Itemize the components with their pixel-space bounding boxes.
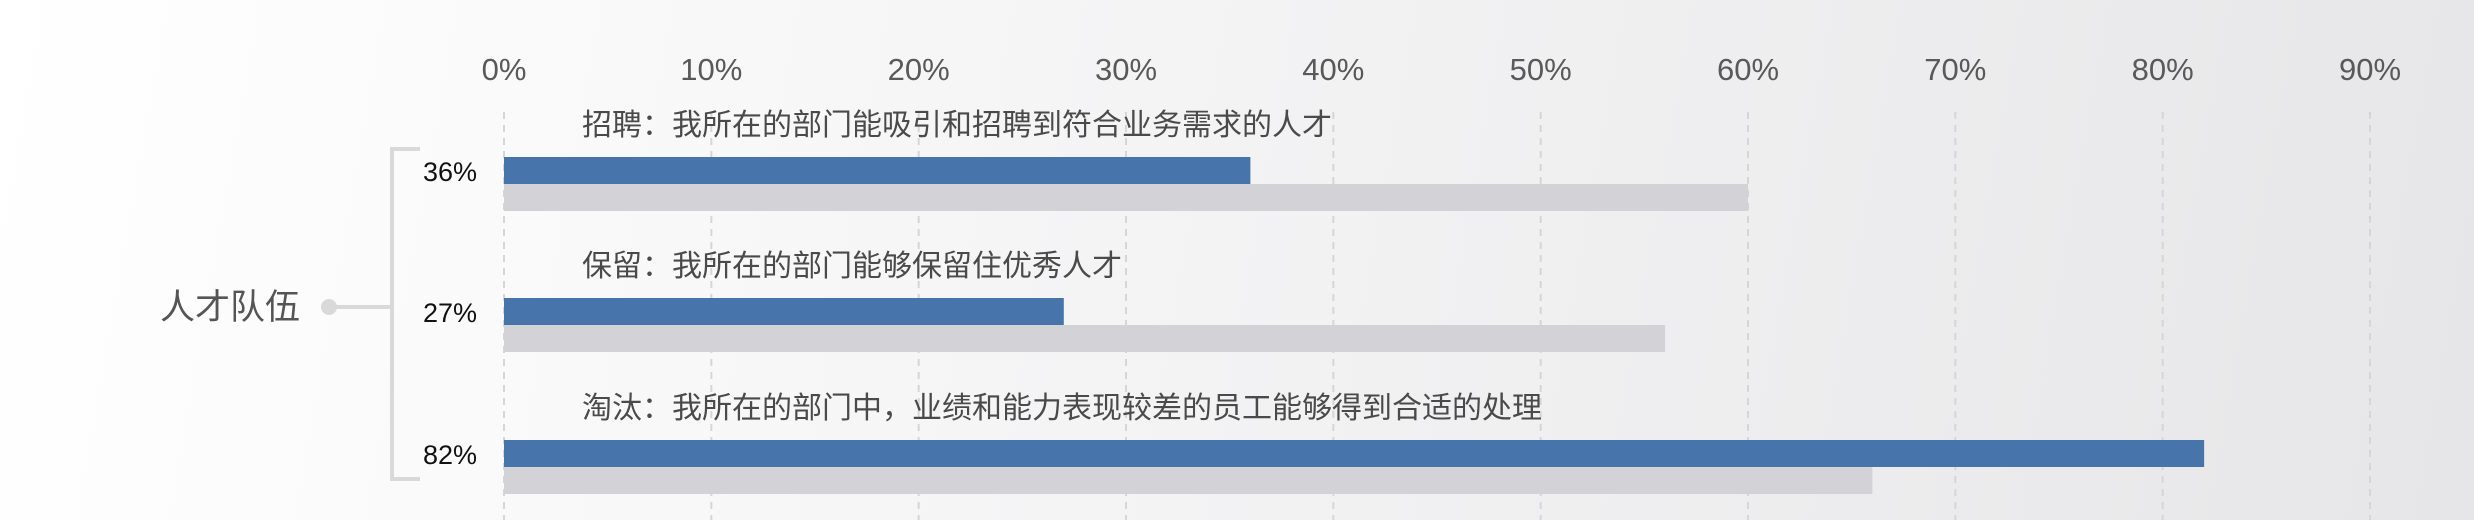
labels: 招聘：我所在的部门能吸引和招聘到符合业务需求的人才 36% 保留：我所在的部门能够保…	[423, 108, 1542, 470]
value-label: 82%	[423, 440, 477, 470]
x-tick-label: 20%	[888, 52, 950, 87]
x-tick-label: 40%	[1302, 52, 1364, 87]
bracket-line	[330, 147, 420, 481]
bracket-dot	[321, 299, 337, 315]
x-tick-label: 50%	[1510, 52, 1572, 87]
x-axis-ticks: 0% 10% 20% 30% 40% 50% 60% 70% 80% 90%	[482, 52, 2401, 87]
x-tick-label: 90%	[2339, 52, 2401, 87]
bar-secondary	[504, 184, 1748, 211]
group-label: 人才队伍	[160, 288, 300, 328]
x-tick-label: 30%	[1095, 52, 1157, 87]
bar-secondary	[504, 325, 1666, 352]
x-tick-label: 70%	[1924, 52, 1986, 87]
category-label: 招聘：我所在的部门能吸引和招聘到符合业务需求的人才	[582, 108, 1332, 143]
x-tick-label: 10%	[680, 52, 742, 87]
x-tick-label: 80%	[2132, 52, 2194, 87]
bar-primary	[504, 157, 1251, 184]
category-label: 淘汰：我所在的部门中，业绩和能力表现较差的员工能够得到合适的处理	[582, 391, 1542, 426]
bar-secondary	[504, 467, 1873, 494]
group-bracket: 人才队伍	[160, 147, 420, 481]
bar-primary	[504, 298, 1064, 325]
value-label: 36%	[423, 157, 477, 187]
value-label: 27%	[423, 298, 477, 328]
bars	[504, 157, 2205, 494]
bar-primary	[504, 440, 2205, 467]
x-tick-label: 0%	[482, 52, 527, 87]
category-label: 保留：我所在的部门能够保留住优秀人才	[582, 249, 1122, 284]
x-tick-label: 60%	[1717, 52, 1779, 87]
